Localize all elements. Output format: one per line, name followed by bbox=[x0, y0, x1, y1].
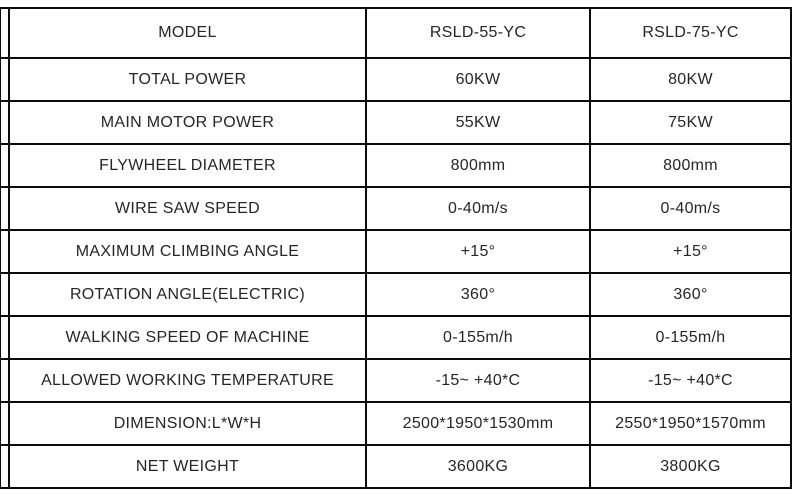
clipped-edge-cell bbox=[0, 229, 10, 274]
table-row-flywheel-diameter: FLYWHEEL DIAMETER 800mm 800mm bbox=[0, 143, 792, 188]
spec-value: 75KW bbox=[589, 100, 792, 145]
spec-label-model: MODEL bbox=[8, 7, 367, 59]
spec-label: NET WEIGHT bbox=[8, 444, 367, 489]
spec-label: ROTATION ANGLE(ELECTRIC) bbox=[8, 272, 367, 317]
spec-label: MAIN MOTOR POWER bbox=[8, 100, 367, 145]
clipped-edge-cell bbox=[0, 186, 10, 231]
header-row: MODEL RSLD-55-YC RSLD-75-YC bbox=[0, 7, 792, 59]
table-row-main-motor-power: MAIN MOTOR POWER 55KW 75KW bbox=[0, 100, 792, 145]
table-row-wire-saw-speed: WIRE SAW SPEED 0-40m/s 0-40m/s bbox=[0, 186, 792, 231]
table-row-dimension: DIMENSION:L*W*H 2500*1950*1530mm 2550*19… bbox=[0, 401, 792, 446]
clipped-edge-cell bbox=[0, 143, 10, 188]
clipped-edge-cell bbox=[0, 444, 10, 489]
spec-table-body: MODEL RSLD-55-YC RSLD-75-YC TOTAL POWER … bbox=[0, 7, 792, 489]
table-row-total-power: TOTAL POWER 60KW 80KW bbox=[0, 57, 792, 102]
clipped-edge-cell bbox=[0, 401, 10, 446]
spec-value: 0-155m/h bbox=[589, 315, 792, 360]
table-row-walking-speed: WALKING SPEED OF MACHINE 0-155m/h 0-155m… bbox=[0, 315, 792, 360]
spec-label: WALKING SPEED OF MACHINE bbox=[8, 315, 367, 360]
spec-value: 60KW bbox=[365, 57, 591, 102]
spec-value: 3600KG bbox=[365, 444, 591, 489]
spec-value: 55KW bbox=[365, 100, 591, 145]
clipped-edge-cell bbox=[0, 100, 10, 145]
spec-label: TOTAL POWER bbox=[8, 57, 367, 102]
clipped-edge-cell bbox=[0, 7, 10, 59]
spec-value: 3800KG bbox=[589, 444, 792, 489]
model-name-2: RSLD-75-YC bbox=[589, 7, 792, 59]
spec-label: WIRE SAW SPEED bbox=[8, 186, 367, 231]
spec-value: 360° bbox=[365, 272, 591, 317]
clipped-edge-cell bbox=[0, 315, 10, 360]
spec-value: +15° bbox=[365, 229, 591, 274]
table-row-max-climbing-angle: MAXIMUM CLIMBING ANGLE +15° +15° bbox=[0, 229, 792, 274]
spec-value: 0-40m/s bbox=[365, 186, 591, 231]
model-name-1: RSLD-55-YC bbox=[365, 7, 591, 59]
table-row-net-weight: NET WEIGHT 3600KG 3800KG bbox=[0, 444, 792, 489]
spec-value: -15~ +40*C bbox=[365, 358, 591, 403]
spec-label: FLYWHEEL DIAMETER bbox=[8, 143, 367, 188]
spec-table: MODEL RSLD-55-YC RSLD-75-YC TOTAL POWER … bbox=[0, 7, 792, 489]
spec-value: 360° bbox=[589, 272, 792, 317]
spec-value: 2550*1950*1570mm bbox=[589, 401, 792, 446]
spec-value: 800mm bbox=[589, 143, 792, 188]
spec-label: MAXIMUM CLIMBING ANGLE bbox=[8, 229, 367, 274]
spec-value: 80KW bbox=[589, 57, 792, 102]
spec-label: ALLOWED WORKING TEMPERATURE bbox=[8, 358, 367, 403]
table-row-working-temperature: ALLOWED WORKING TEMPERATURE -15~ +40*C -… bbox=[0, 358, 792, 403]
clipped-edge-cell bbox=[0, 272, 10, 317]
clipped-edge-cell bbox=[0, 57, 10, 102]
table-row-rotation-angle: ROTATION ANGLE(ELECTRIC) 360° 360° bbox=[0, 272, 792, 317]
spec-label: DIMENSION:L*W*H bbox=[8, 401, 367, 446]
spec-value: -15~ +40*C bbox=[589, 358, 792, 403]
spec-value: 0-155m/h bbox=[365, 315, 591, 360]
spec-value: 800mm bbox=[365, 143, 591, 188]
spec-value: 2500*1950*1530mm bbox=[365, 401, 591, 446]
spec-value: +15° bbox=[589, 229, 792, 274]
spec-value: 0-40m/s bbox=[589, 186, 792, 231]
clipped-edge-cell bbox=[0, 358, 10, 403]
